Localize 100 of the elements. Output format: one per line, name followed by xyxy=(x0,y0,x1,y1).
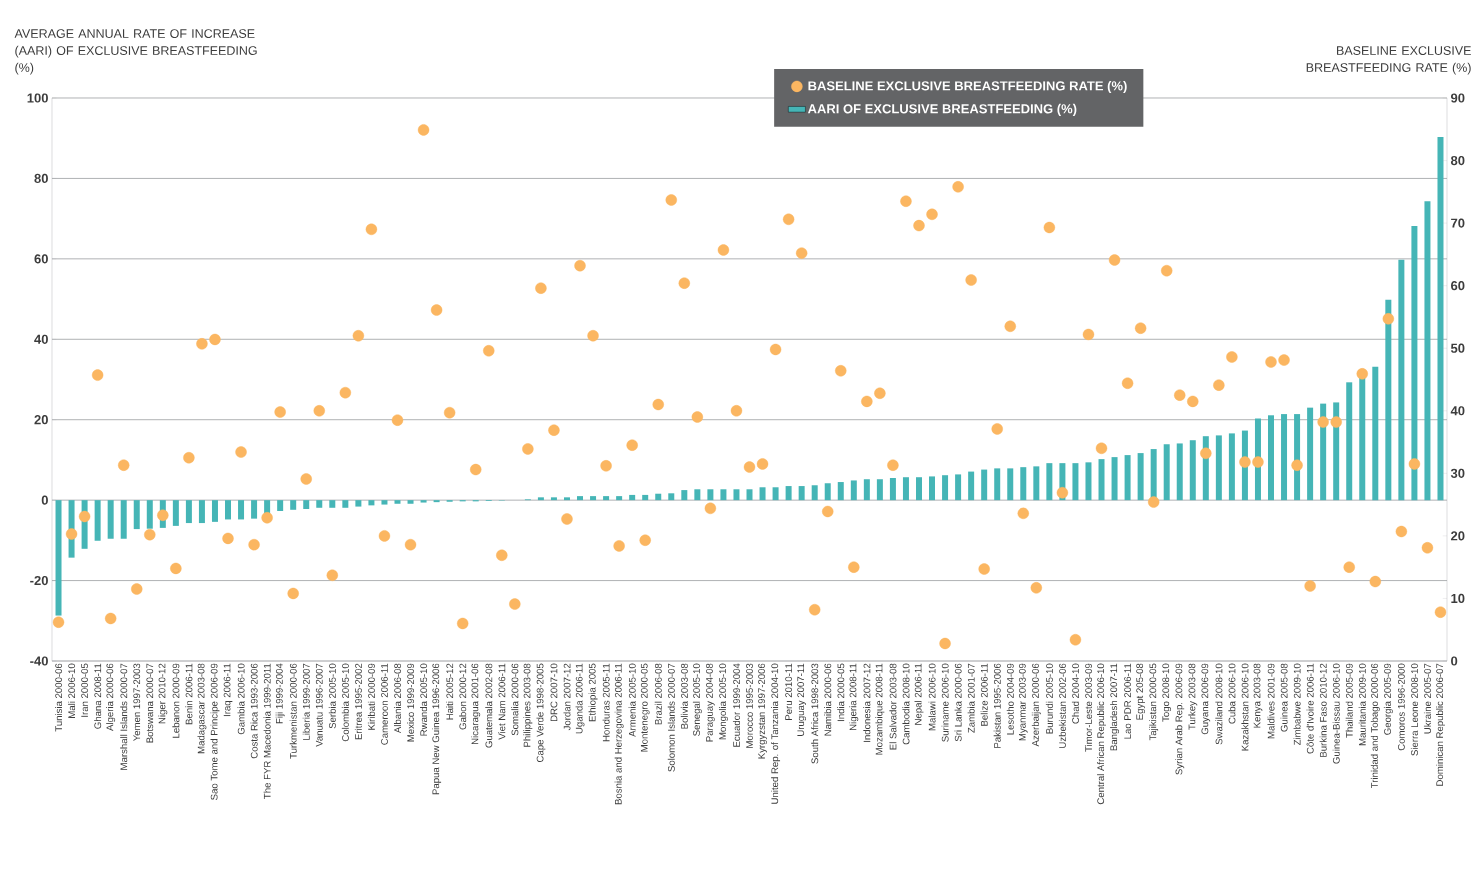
bar xyxy=(629,494,636,501)
bar xyxy=(603,496,610,501)
bar xyxy=(420,500,427,503)
x-tick-label: Sri Lanka 2000-06 xyxy=(954,663,962,742)
x-tick-label: Lesotho 2004-09 xyxy=(1006,663,1014,735)
bar xyxy=(1189,440,1196,501)
x-tick-label: Egypt 205-08 xyxy=(1136,663,1145,720)
x-tick-label: Somalia 2000-06 xyxy=(511,663,519,736)
bar xyxy=(616,496,623,501)
bar xyxy=(303,500,310,509)
bar xyxy=(994,468,1001,501)
bar xyxy=(850,480,857,501)
x-tick-label: Mauritania 2009-10 xyxy=(1358,663,1366,746)
x-tick-label: Peru 2010-11 xyxy=(785,663,793,720)
bar xyxy=(1307,407,1314,501)
x-tick-label: Maldives 2001-09 xyxy=(1267,663,1275,739)
x-tick-label: Trinidad and Tobago 2000-06 xyxy=(1370,663,1380,789)
y2-tick-label: 70 xyxy=(1451,218,1465,228)
x-tick-label: Indonesia 2007-12 xyxy=(863,663,871,742)
x-tick-label: Uzbekistan 2002-06 xyxy=(1058,663,1066,748)
x-tick-label: Kenya 2003-08 xyxy=(1253,663,1263,728)
x-tick-label: Fiji 1999-2004 xyxy=(275,663,285,724)
x-tick-label: Sao Tome and Principe 2006-09 xyxy=(210,663,220,800)
bar xyxy=(1098,459,1105,501)
x-tick-label: Cameroon 2006-11 xyxy=(381,663,388,745)
bar xyxy=(537,497,544,501)
bar xyxy=(550,497,557,501)
x-tick-label: Uganda 2006-11 xyxy=(575,663,585,734)
x-tick-label: Serbia 2005-10 xyxy=(328,663,336,729)
y-tick-label: 100 xyxy=(27,93,48,103)
bar xyxy=(563,497,570,501)
y2-tick-label: 80 xyxy=(1450,155,1465,166)
bar xyxy=(172,500,179,526)
legend-label: AARI OF EXCLUSIVE BREASTFEEDING (%) xyxy=(807,103,1077,116)
x-tick-label: Viet Nam 2006-11 xyxy=(498,663,506,740)
x-tick-label: Burkina Faso 2010-12 xyxy=(1319,663,1327,757)
x-tick-label: Comoros 1996-2000 xyxy=(1397,663,1405,751)
x-tick-label: Yemen 1997-2003 xyxy=(133,663,141,742)
bar xyxy=(407,500,414,504)
bar xyxy=(238,500,245,520)
x-tick-label: Lebanon 2000-09 xyxy=(172,663,180,738)
bar xyxy=(915,477,922,501)
bar xyxy=(929,476,936,501)
x-tick-label: Belize 2006-11 xyxy=(980,663,988,726)
bar xyxy=(329,500,336,508)
x-tick-label: Ukraine 2005-07 xyxy=(1423,663,1431,734)
y2-tick-label: 0 xyxy=(1451,656,1458,666)
x-tick-label: Iraq 2006-11 xyxy=(223,663,233,717)
bar xyxy=(368,500,375,506)
x-tick-label: Gambia 2006-10 xyxy=(237,663,245,735)
x-tick-label: Mongolia 2005-10 xyxy=(718,663,728,740)
x-tick-label: Guyana 2006-09 xyxy=(1201,663,1211,735)
bar xyxy=(433,500,440,503)
bar xyxy=(1346,382,1353,501)
x-tick-label: Bangladesh 2007-11 xyxy=(1110,663,1120,751)
x-tick-label: Iran 2000-05 xyxy=(81,663,88,717)
x-tick-label: Burundi 2005-10 xyxy=(1045,663,1053,734)
x-tick-label: The FYR Macedonia 1999-2011 xyxy=(263,663,271,799)
y-tick-label: -40 xyxy=(30,656,48,666)
bar xyxy=(1215,435,1222,501)
x-tick-label: Côte d'Ivoire 2006-11 xyxy=(1306,663,1314,754)
x-tick-label: Solomon Islands 2000-07 xyxy=(667,663,675,772)
x-tick-label: Colombia 2005-10 xyxy=(341,663,349,742)
x-tick-label: Guatemala 2002-08 xyxy=(485,663,493,748)
x-tick-label: Myanmar 2003-09 xyxy=(1018,663,1028,741)
x-tick-label: Papua New Guinea 1996-2006 xyxy=(432,663,442,795)
bar xyxy=(1072,463,1079,501)
x-tick-label: Central African Republic 2006-10 xyxy=(1097,663,1106,805)
bar xyxy=(811,485,818,501)
y2-tick-label: 90 xyxy=(1450,93,1465,103)
y2-tick-label: 40 xyxy=(1450,406,1465,416)
bar xyxy=(381,500,388,505)
bar xyxy=(720,489,727,501)
x-tick-label: Rwanda 2005-10 xyxy=(420,663,428,736)
x-tick-label: Thailand 2005-09 xyxy=(1345,663,1353,738)
bar xyxy=(968,471,975,501)
bar xyxy=(1007,468,1014,501)
y-tick-label: 80 xyxy=(34,173,48,184)
bar xyxy=(1437,137,1444,501)
x-tick-label: Pakistan 1995-2006 xyxy=(993,663,1001,748)
x-tick-label: Bolivia 2003-08 xyxy=(680,663,688,729)
bar xyxy=(342,500,349,508)
y2-tick-label: 60 xyxy=(1451,281,1465,291)
x-tick-label: Dominican Republic 2006-07 xyxy=(1436,663,1445,786)
bar xyxy=(277,500,284,511)
bar xyxy=(642,494,649,501)
bar xyxy=(1124,455,1131,501)
x-tick-label: Philippines 2003-08 xyxy=(523,663,533,747)
y-axis-title: AVERAGE ANNUAL RATE OF INCREASE (AARI) OF EXCLUSIVE BREASTFEEDING (%) xyxy=(14,29,257,75)
y2-tick-label: 20 xyxy=(1450,531,1465,541)
bar xyxy=(1111,457,1118,501)
bar xyxy=(942,475,949,501)
x-tick-label: Zimbabwe 2009-10 xyxy=(1293,663,1301,746)
y-tick-label: 0 xyxy=(41,495,48,505)
y-tick-label: 20 xyxy=(34,415,48,425)
bar xyxy=(1398,259,1405,501)
x-tick-label: Ghana 2008-11 xyxy=(94,663,102,729)
x-tick-label: Timor-Leste 2003-09 xyxy=(1084,663,1092,752)
x-tick-label: United Rep. of Tanzania 2004-10 xyxy=(771,663,781,804)
x-tick-label: Bosnia and Herzegovina 2006-11 xyxy=(614,663,624,805)
